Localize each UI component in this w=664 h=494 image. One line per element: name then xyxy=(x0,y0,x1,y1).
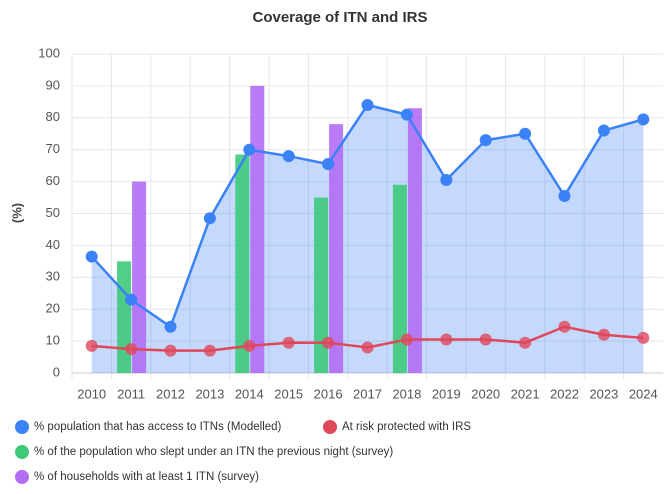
point xyxy=(203,212,216,225)
y-axis-label: (%) xyxy=(9,203,24,223)
legend-label: At risk protected with IRS xyxy=(342,421,471,433)
bar xyxy=(117,261,132,373)
y-tick-label: 100 xyxy=(38,45,60,60)
bar xyxy=(235,154,250,373)
y-tick-label: 80 xyxy=(46,109,60,124)
point xyxy=(282,150,295,163)
point xyxy=(558,189,571,202)
point xyxy=(519,336,532,349)
point xyxy=(440,174,453,187)
x-tick-label: 2014 xyxy=(235,386,264,401)
point xyxy=(597,124,610,137)
point xyxy=(519,127,532,140)
point xyxy=(361,99,374,112)
point xyxy=(479,134,492,147)
x-tick-label: 2023 xyxy=(589,386,618,401)
legend-marker xyxy=(323,420,337,434)
point xyxy=(164,344,177,357)
legend-marker xyxy=(15,420,29,434)
point xyxy=(440,333,453,346)
x-tick-label: 2017 xyxy=(353,386,382,401)
y-tick-label: 10 xyxy=(46,333,60,348)
point xyxy=(637,331,650,344)
y-tick-label: 70 xyxy=(46,141,60,156)
point xyxy=(282,336,295,349)
x-tick-label: 2011 xyxy=(117,386,145,401)
point xyxy=(85,250,98,263)
x-tick-label: 2018 xyxy=(392,386,421,401)
legend-label: % of households with at least 1 ITN (sur… xyxy=(34,471,259,483)
point xyxy=(85,339,98,352)
point xyxy=(164,320,177,333)
point xyxy=(243,339,256,352)
point xyxy=(400,333,413,346)
bar xyxy=(329,124,344,374)
point xyxy=(558,320,571,333)
y-tick-label: 50 xyxy=(46,205,60,220)
point xyxy=(322,336,335,349)
legend-label: % of the population who slept under an I… xyxy=(34,446,393,458)
x-tick-label: 2021 xyxy=(511,386,540,401)
point xyxy=(479,333,492,346)
y-tick-label: 30 xyxy=(46,269,60,284)
x-tick-label: 2024 xyxy=(629,386,658,401)
point xyxy=(597,328,610,341)
chart-title: Coverage of ITN and IRS xyxy=(252,9,427,26)
x-tick-label: 2020 xyxy=(471,386,500,401)
bar xyxy=(314,197,329,373)
x-tick-label: 2013 xyxy=(195,386,224,401)
x-tick-label: 2015 xyxy=(274,386,303,401)
area xyxy=(91,105,644,373)
bar xyxy=(132,181,147,373)
y-tick-label: 0 xyxy=(53,364,60,379)
point xyxy=(125,293,138,306)
legend-marker xyxy=(15,445,29,459)
bar xyxy=(392,184,407,373)
y-tick-label: 20 xyxy=(46,301,60,316)
y-tick-label: 60 xyxy=(46,173,60,188)
legend-label: % population that has access to ITNs (Mo… xyxy=(34,421,282,433)
point xyxy=(400,108,413,121)
point xyxy=(361,341,374,354)
legend-marker xyxy=(15,470,29,484)
y-tick-label: 40 xyxy=(46,237,60,252)
x-tick-label: 2016 xyxy=(314,386,343,401)
point xyxy=(243,143,256,156)
x-tick-label: 2022 xyxy=(550,386,579,401)
x-tick-label: 2010 xyxy=(77,386,106,401)
bar xyxy=(407,108,422,373)
point xyxy=(637,113,650,126)
x-tick-label: 2012 xyxy=(156,386,185,401)
point xyxy=(322,158,335,171)
point xyxy=(125,343,138,356)
x-tick-label: 2019 xyxy=(432,386,461,401)
point xyxy=(203,344,216,357)
bar xyxy=(250,85,265,374)
y-tick-label: 90 xyxy=(46,77,60,92)
